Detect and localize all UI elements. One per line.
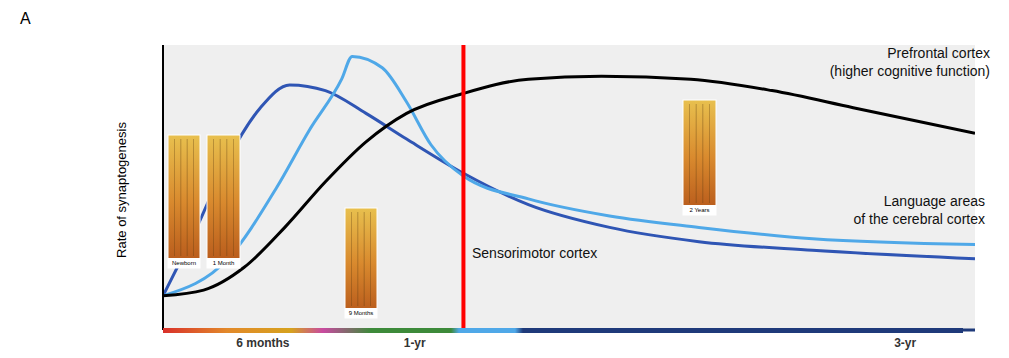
svg-text:Prefrontal cortex(higher cogni: Prefrontal cortex(higher cognitive funct…: [830, 45, 990, 79]
svg-text:9 Months: 9 Months: [349, 310, 374, 316]
svg-text:6 months: 6 months: [236, 336, 290, 350]
svg-text:3-yr: 3-yr: [894, 336, 916, 350]
svg-text:Language areasof the cerebral: Language areasof the cerebral cortex: [853, 193, 985, 227]
svg-text:1 Month: 1 Month: [213, 260, 235, 266]
svg-text:1-yr: 1-yr: [404, 336, 426, 350]
svg-text:Rate of synaptogenesis: Rate of synaptogenesis: [114, 122, 129, 258]
svg-text:Newborn: Newborn: [172, 260, 196, 266]
svg-text:A: A: [20, 10, 31, 27]
svg-text:2 Years: 2 Years: [689, 207, 709, 213]
svg-text:Sensorimotor cortex: Sensorimotor cortex: [472, 245, 597, 261]
